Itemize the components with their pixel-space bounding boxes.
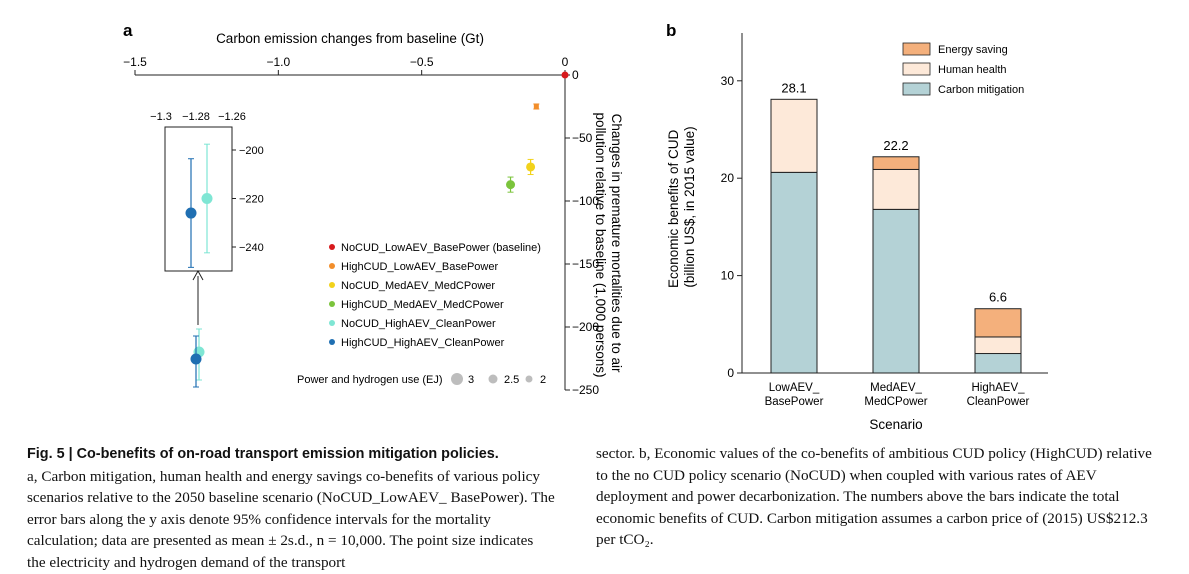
data-point — [506, 180, 516, 190]
legend-label: NoCUD_HighAEV_CleanPower — [341, 318, 496, 330]
data-point — [533, 103, 539, 110]
y-tick-label: 0 — [727, 366, 734, 380]
size-legend-marker — [488, 374, 498, 384]
y-axis-title: Changes in premature mortalities due to … — [593, 113, 624, 378]
y-axis: 0 −50 −100 −150 −200 −250 — [564, 68, 599, 397]
bar-total-label: 6.6 — [989, 290, 1007, 305]
legend: Energy saving Human health Carbon mitigati… — [902, 42, 1024, 96]
bar-segment — [872, 208, 920, 374]
inset-x-tick-label: −1.28 — [182, 111, 210, 123]
x-tick-label: −0.5 — [410, 55, 434, 69]
inset-frame — [164, 126, 233, 272]
y-tick-label: −250 — [572, 383, 599, 397]
inset-data-point — [201, 193, 213, 204]
legend: NoCUD_LowAEV_BasePower (baseline) HighCUD… — [329, 242, 541, 349]
y-axis-title-line2: pollution relative to baseline (1,000 pe… — [593, 113, 608, 378]
legend-marker — [329, 282, 335, 288]
figure-canvas: a Carbon emission changes from baseline … — [123, 21, 1048, 432]
x-axis: −1.5 −1.0 −0.5 0 — [123, 55, 569, 76]
legend-label: HighCUD_HighAEV_CleanPower — [341, 337, 505, 349]
legend-label: Human health — [938, 64, 1007, 76]
y-axis-title-line1: Changes in premature mortalities due to … — [609, 114, 624, 373]
legend-marker — [329, 244, 335, 250]
panel-a: a Carbon emission changes from baseline … — [123, 21, 624, 397]
size-legend-label: 2.5 — [504, 374, 519, 386]
legend-swatch — [902, 42, 931, 56]
y-tick-label: 10 — [721, 269, 735, 283]
inset-x-tick-label: −1.3 — [150, 111, 172, 123]
x-tick-label: CleanPower — [967, 396, 1030, 408]
inset-arrowhead — [192, 269, 204, 281]
y-tick-label: 0 — [572, 68, 579, 82]
figure-label: Fig. 5 | Co-benefits of on-road transpor… — [27, 446, 499, 462]
size-legend-marker — [525, 375, 533, 383]
caption-left-body: a, Carbon mitigation, human health and e… — [27, 467, 555, 571]
y-tick-label: −200 — [572, 320, 599, 334]
legend-label: HighCUD_LowAEV_BasePower — [341, 261, 498, 273]
caption-left: Fig. 5 | Co-benefits of on-road transpor… — [27, 443, 555, 574]
inset-y-tick-label: −240 — [239, 242, 264, 254]
x-tick-label: MedCPower — [864, 396, 927, 408]
legend-marker — [329, 301, 335, 307]
caption-right: sector. b, Economic values of the co-ben… — [596, 443, 1156, 551]
legend-label: Energy saving — [938, 44, 1008, 56]
y-tick-label: 20 — [721, 171, 735, 185]
y-axis-title-line2: (billion US$, in 2015 value) — [682, 126, 697, 287]
panel-a-letter: a — [123, 21, 133, 40]
caption-right-body: sector. b, Economic values of the co-ben… — [596, 445, 1152, 549]
inset-y-tick-label: −200 — [239, 145, 264, 157]
x-tick-label: LowAEV_ — [769, 382, 820, 394]
y-tick-label: −100 — [572, 194, 599, 208]
bar-segment — [974, 336, 1022, 355]
y-tick-label: −150 — [572, 257, 599, 271]
bars: 28.1 LowAEV_ BasePower 22.2 MedAEV_ MedCPower… — [765, 80, 1030, 408]
x-tick-label: BasePower — [765, 396, 824, 408]
legend-swatch — [902, 62, 931, 76]
size-legend-title: Power and hydrogen use (EJ) — [297, 374, 443, 386]
size-legend-marker — [451, 373, 463, 385]
bar-segment — [974, 353, 1022, 374]
x-tick-label: 0 — [562, 55, 569, 69]
x-axis-title: Carbon emission changes from baseline (G… — [216, 31, 484, 46]
legend-label: NoCUD_MedAEV_MedCPower — [341, 280, 495, 292]
legend-swatch — [902, 82, 931, 96]
legend-label: Carbon mitigation — [938, 84, 1024, 96]
inset-data-point — [185, 207, 197, 219]
bar-segment — [872, 156, 920, 170]
data-point — [526, 162, 536, 172]
x-tick-label: −1.5 — [123, 55, 147, 69]
legend-label: NoCUD_LowAEV_BasePower (baseline) — [341, 242, 541, 254]
data-point — [561, 71, 569, 79]
legend-marker — [329, 320, 335, 326]
data-points — [190, 71, 569, 388]
y-axis-title-line1: Economic benefits of CUD — [666, 129, 681, 288]
bar-segment — [974, 308, 1022, 338]
bar-segment — [872, 168, 920, 210]
x-tick-label: MedAEV_ — [870, 382, 922, 394]
panel-b: b 0 10 20 30 28.1 LowAEV_ BasePower 22.2 MedAEV… — [666, 21, 1048, 432]
legend-marker — [329, 339, 335, 345]
bar-segment — [770, 171, 818, 374]
panel-b-letter: b — [666, 21, 676, 40]
inset-zoom: −1.3 −1.28 −1.26 −200 −220 −240 — [150, 111, 264, 325]
size-legend: Power and hydrogen use (EJ) 3 2.5 2 — [297, 373, 546, 386]
x-axis-title: Scenario — [869, 417, 922, 432]
legend-label: HighCUD_MedAEV_MedCPower — [341, 299, 504, 311]
legend-marker — [329, 263, 335, 269]
size-legend-label: 3 — [468, 374, 474, 386]
x-tick-label: −1.0 — [266, 55, 290, 69]
inset-x-tick-label: −1.26 — [218, 111, 246, 123]
bar-total-label: 22.2 — [883, 138, 908, 153]
inset-y-tick-label: −220 — [239, 194, 264, 206]
y-axis-title: Economic benefits of CUD (billion US$, i… — [666, 126, 697, 288]
y-tick-label: −50 — [572, 131, 593, 145]
y-tick-label: 30 — [721, 74, 735, 88]
bar-total-label: 28.1 — [781, 80, 806, 95]
bar-segment — [770, 98, 818, 173]
x-tick-label: HighAEV_ — [971, 382, 1025, 394]
size-legend-label: 2 — [540, 374, 546, 386]
data-point — [190, 353, 202, 365]
